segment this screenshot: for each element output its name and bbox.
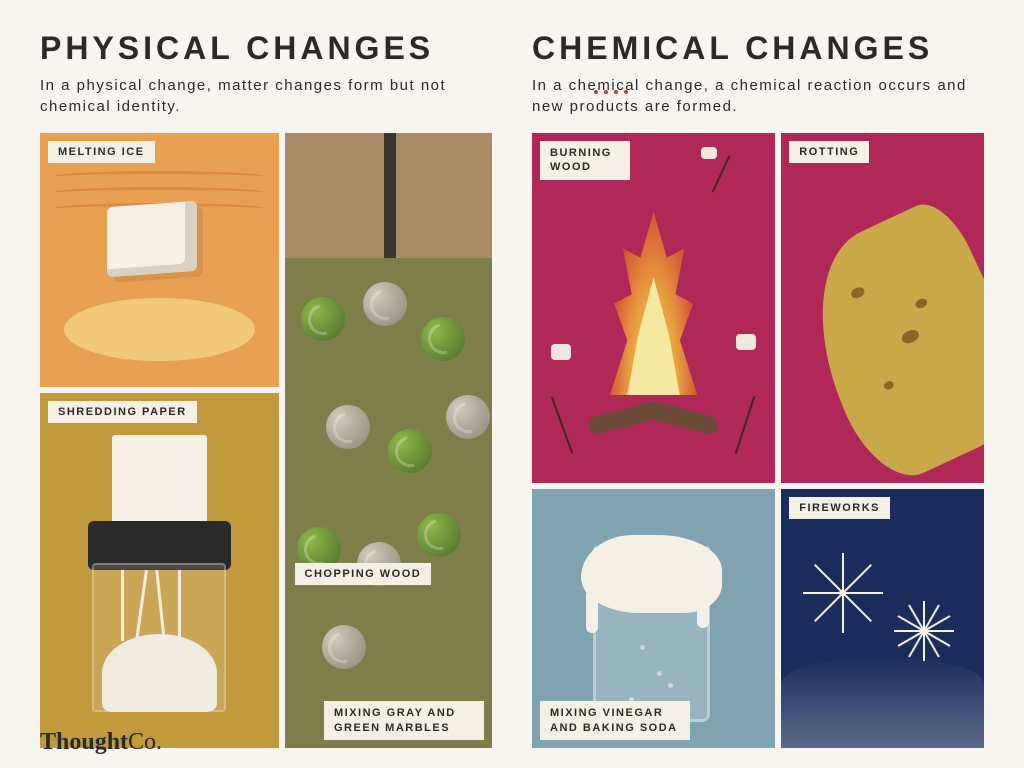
- panel-vinegar: MIXING VINEGAR AND BAKING SODA: [532, 489, 775, 748]
- thoughtco-logo: ThoughtCo.: [40, 729, 162, 756]
- marbles-illustration: [285, 258, 492, 748]
- label-fireworks: FIREWORKS: [789, 497, 890, 519]
- infographic-container: PHYSICAL CHANGES In a physical change, m…: [0, 0, 1024, 768]
- panel-marbles: MIXING GRAY AND GREEN MARBLES: [285, 258, 492, 748]
- fireworks-illustration: [781, 489, 984, 748]
- panel-fireworks: FIREWORKS: [781, 489, 984, 748]
- ice-illustration: [40, 133, 279, 387]
- label-marbles: MIXING GRAY AND GREEN MARBLES: [324, 701, 484, 740]
- panel-burning-wood: BURNING WOOD: [532, 133, 775, 483]
- decorative-dots: [594, 90, 628, 94]
- chemical-grid: BURNING WOOD ROTTIN: [532, 133, 984, 748]
- label-shredding-paper: SHREDDING PAPER: [48, 401, 197, 423]
- shredder-illustration: [40, 393, 279, 748]
- marshmallow-icon: [551, 344, 571, 360]
- label-burning-wood: BURNING WOOD: [540, 141, 630, 180]
- chemical-title: CHEMICAL CHANGES: [532, 30, 984, 67]
- panel-shredding-paper: SHREDDING PAPER: [40, 393, 279, 748]
- fire-illustration: [532, 133, 775, 483]
- chemical-subtitle: In a chemical change, a chemical reactio…: [532, 75, 984, 117]
- panel-melting-ice: MELTING ICE: [40, 133, 279, 387]
- logo-light: Co.: [128, 729, 162, 755]
- banana-illustration: [781, 133, 984, 483]
- panel-rotting: ROTTING: [781, 133, 984, 483]
- label-melting-ice: MELTING ICE: [48, 141, 155, 163]
- logo-bold: Thought: [40, 729, 128, 755]
- chemical-column: CHEMICAL CHANGES In a chemical change, a…: [532, 30, 984, 748]
- physical-column: PHYSICAL CHANGES In a physical change, m…: [40, 30, 492, 748]
- label-vinegar: MIXING VINEGAR AND BAKING SODA: [540, 701, 690, 740]
- physical-subtitle: In a physical change, matter changes for…: [40, 75, 492, 117]
- banana-icon: [781, 193, 984, 482]
- physical-title: PHYSICAL CHANGES: [40, 30, 492, 67]
- physical-grid: MELTING ICE CHOPPING WOOD: [40, 133, 492, 748]
- label-rotting: ROTTING: [789, 141, 869, 163]
- label-chopping-wood: CHOPPING WOOD: [295, 563, 432, 585]
- ice-cube-icon: [107, 201, 197, 277]
